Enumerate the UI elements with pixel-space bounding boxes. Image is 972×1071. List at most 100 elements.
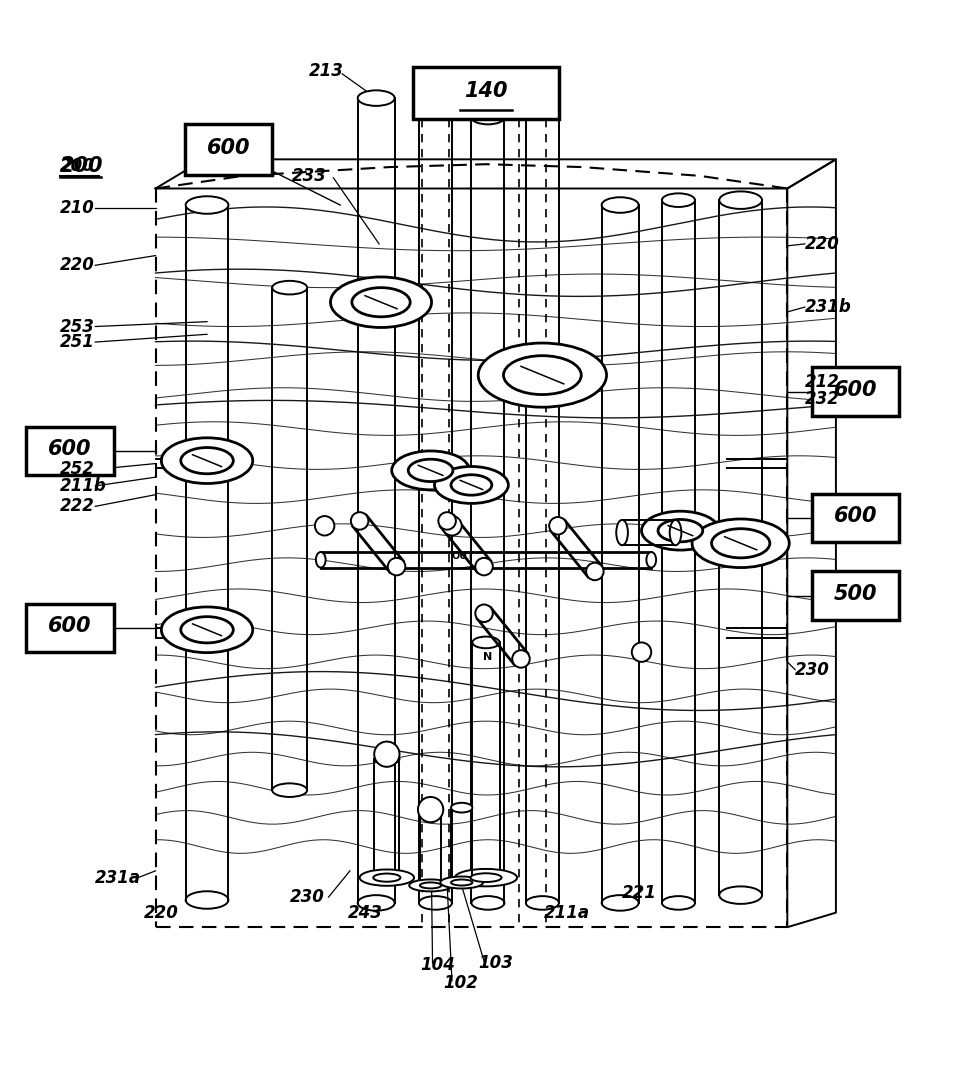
Ellipse shape — [360, 870, 414, 886]
Ellipse shape — [374, 873, 399, 883]
Text: N: N — [483, 652, 493, 662]
Ellipse shape — [181, 448, 233, 473]
Ellipse shape — [419, 896, 452, 909]
Text: 211a: 211a — [544, 904, 590, 922]
FancyBboxPatch shape — [812, 494, 899, 542]
Circle shape — [438, 512, 456, 530]
Circle shape — [586, 562, 604, 580]
Ellipse shape — [719, 192, 762, 209]
Ellipse shape — [451, 879, 472, 886]
Ellipse shape — [472, 872, 500, 884]
Ellipse shape — [434, 467, 508, 503]
Text: 253: 253 — [60, 317, 95, 335]
Text: 251: 251 — [60, 333, 95, 351]
Ellipse shape — [526, 896, 559, 909]
Text: 102: 102 — [443, 974, 478, 992]
Ellipse shape — [662, 896, 695, 909]
Text: 222: 222 — [60, 497, 95, 515]
Circle shape — [549, 517, 567, 534]
Ellipse shape — [358, 895, 395, 910]
Ellipse shape — [470, 873, 502, 883]
Ellipse shape — [420, 808, 441, 817]
Ellipse shape — [642, 511, 719, 550]
Ellipse shape — [161, 438, 253, 483]
Circle shape — [442, 516, 462, 536]
Ellipse shape — [455, 869, 517, 887]
Text: OUT: OUT — [451, 550, 474, 561]
FancyBboxPatch shape — [413, 67, 559, 119]
Circle shape — [418, 797, 443, 823]
FancyBboxPatch shape — [812, 367, 899, 416]
Ellipse shape — [658, 519, 703, 542]
Ellipse shape — [440, 876, 483, 889]
Circle shape — [351, 512, 368, 530]
Circle shape — [512, 650, 530, 667]
Ellipse shape — [420, 883, 441, 889]
Ellipse shape — [408, 459, 453, 482]
Circle shape — [315, 516, 334, 536]
Ellipse shape — [602, 197, 639, 213]
Circle shape — [388, 558, 405, 575]
Ellipse shape — [392, 451, 469, 489]
Ellipse shape — [272, 783, 307, 797]
Ellipse shape — [358, 90, 395, 106]
FancyBboxPatch shape — [26, 426, 114, 476]
Text: 233: 233 — [292, 167, 327, 185]
Text: 600: 600 — [49, 616, 91, 636]
Ellipse shape — [272, 281, 307, 295]
Ellipse shape — [602, 895, 639, 910]
Text: 200: 200 — [60, 156, 104, 176]
Ellipse shape — [409, 879, 452, 891]
Text: 220: 220 — [805, 235, 840, 253]
Ellipse shape — [186, 891, 228, 909]
Text: 232: 232 — [805, 391, 840, 408]
Text: 211b: 211b — [60, 477, 107, 495]
Ellipse shape — [646, 552, 656, 568]
Text: 600: 600 — [834, 507, 877, 526]
Ellipse shape — [186, 196, 228, 214]
Text: 600: 600 — [834, 380, 877, 399]
Text: 231b: 231b — [805, 298, 851, 316]
Ellipse shape — [472, 636, 500, 648]
FancyBboxPatch shape — [185, 124, 272, 175]
Text: 600: 600 — [207, 138, 250, 157]
Text: 103: 103 — [478, 954, 513, 972]
Ellipse shape — [330, 277, 432, 328]
Ellipse shape — [451, 474, 492, 495]
Text: 231a: 231a — [95, 869, 141, 887]
Circle shape — [632, 643, 651, 662]
Circle shape — [374, 741, 399, 767]
Text: 212: 212 — [805, 373, 840, 391]
Text: 500: 500 — [834, 584, 877, 604]
Ellipse shape — [419, 101, 452, 115]
Ellipse shape — [503, 356, 581, 394]
Text: 600: 600 — [49, 439, 91, 459]
Text: 210: 210 — [60, 199, 95, 217]
Ellipse shape — [471, 896, 504, 909]
Ellipse shape — [670, 519, 681, 545]
Ellipse shape — [719, 887, 762, 904]
Ellipse shape — [526, 96, 559, 109]
Ellipse shape — [616, 519, 628, 545]
Text: 220: 220 — [144, 904, 179, 922]
Ellipse shape — [161, 607, 253, 652]
Text: 230: 230 — [290, 888, 325, 906]
Ellipse shape — [662, 194, 695, 207]
Text: 220: 220 — [60, 256, 95, 274]
Ellipse shape — [451, 803, 472, 813]
Text: 221: 221 — [622, 885, 657, 902]
Ellipse shape — [420, 880, 441, 890]
Text: 213: 213 — [309, 62, 344, 80]
Text: 200: 200 — [60, 157, 95, 176]
Circle shape — [475, 604, 493, 622]
FancyBboxPatch shape — [26, 604, 114, 652]
Circle shape — [475, 558, 493, 575]
Text: 243: 243 — [348, 904, 383, 922]
FancyBboxPatch shape — [812, 572, 899, 620]
Ellipse shape — [471, 110, 504, 124]
Text: 140: 140 — [465, 81, 507, 102]
Text: 104: 104 — [420, 956, 455, 975]
Ellipse shape — [352, 288, 410, 317]
Ellipse shape — [373, 874, 400, 881]
Ellipse shape — [374, 754, 399, 764]
